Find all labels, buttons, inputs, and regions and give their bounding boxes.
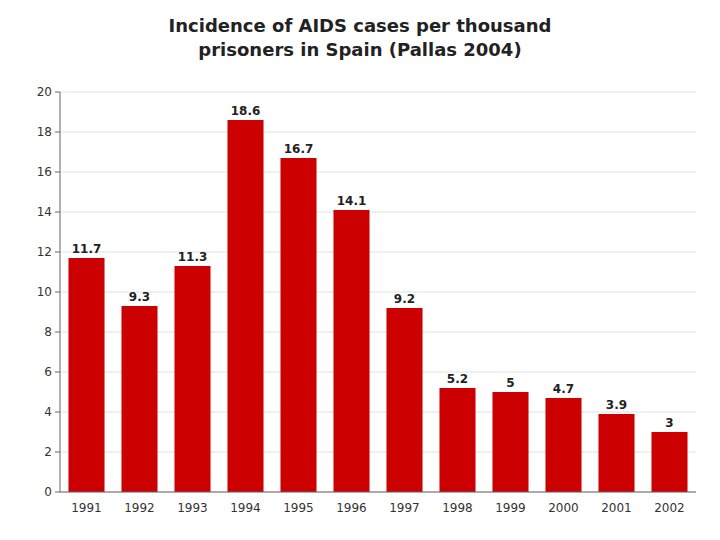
data-label: 14.1 — [337, 194, 367, 208]
bar — [227, 120, 263, 492]
data-label: 11.7 — [72, 242, 102, 256]
x-tick-label: 1991 — [71, 501, 102, 515]
bar — [545, 398, 581, 492]
bar — [68, 258, 104, 492]
data-label: 16.7 — [284, 142, 314, 156]
y-tick — [55, 212, 60, 213]
x-tick-label: 1994 — [230, 501, 261, 515]
bar — [333, 210, 369, 492]
bar — [121, 306, 157, 492]
y-tick-label: 6 — [44, 365, 52, 379]
data-label: 18.6 — [231, 104, 261, 118]
y-tick — [55, 132, 60, 133]
x-tick-label: 1999 — [495, 501, 526, 515]
grid-line — [60, 212, 696, 213]
data-label: 3.9 — [606, 398, 627, 412]
x-tick-label: 1996 — [336, 501, 367, 515]
bar — [598, 414, 634, 492]
grid-line — [60, 92, 696, 93]
y-axis: 0 2 4 6 8 10 12 14 16 18 20 — [37, 85, 696, 499]
x-axis-line — [60, 492, 696, 493]
bar — [280, 158, 316, 492]
bar — [439, 388, 475, 492]
y-tick-label: 20 — [37, 85, 52, 99]
y-tick-label: 18 — [37, 125, 52, 139]
y-tick-label: 12 — [37, 245, 52, 259]
y-tick-label: 14 — [37, 205, 52, 219]
x-tick-label: 1995 — [283, 501, 314, 515]
y-tick-label: 0 — [44, 485, 52, 499]
grid-line — [60, 172, 696, 173]
x-axis: 1991 1992 1993 1994 1995 1996 1997 1998 1999 2000… — [71, 501, 685, 515]
x-tick-label: 1993 — [177, 501, 208, 515]
data-label: 4.7 — [553, 382, 574, 396]
grid-line — [60, 252, 696, 253]
grid-line — [60, 492, 696, 493]
y-tick — [55, 92, 60, 93]
y-tick — [55, 492, 60, 493]
y-tick-label: 4 — [44, 405, 52, 419]
y-tick — [55, 372, 60, 373]
data-label: 9.2 — [394, 292, 415, 306]
chart: Incidence of AIDS cases per thousand pris… — [0, 0, 720, 540]
y-tick-label: 2 — [44, 445, 52, 459]
y-axis-line — [60, 92, 61, 492]
bar — [174, 266, 210, 492]
y-tick — [55, 412, 60, 413]
data-labels: 11.7 9.3 11.3 18.6 16.7 14.1 9.2 5.2 5 4.7 3.9 3 — [72, 104, 674, 430]
y-tick-label: 16 — [37, 165, 52, 179]
bar — [492, 392, 528, 492]
subtitle: prisoners in Spain (Pallas 2004) — [198, 39, 521, 60]
x-tick-label: 1998 — [442, 501, 473, 515]
y-tick — [55, 172, 60, 173]
y-tick — [55, 332, 60, 333]
x-tick-label: 1992 — [124, 501, 155, 515]
y-tick-label: 8 — [44, 325, 52, 339]
chart-container: Incidence of AIDS cases per thousand pris… — [0, 0, 720, 540]
y-tick — [55, 252, 60, 253]
data-label: 5 — [506, 376, 514, 390]
grid-line — [60, 292, 696, 293]
title: Incidence of AIDS cases per thousand — [169, 15, 552, 36]
grid-line — [60, 132, 696, 133]
y-tick-label: 10 — [37, 285, 52, 299]
y-tick — [55, 452, 60, 453]
data-label: 9.3 — [129, 290, 150, 304]
x-tick-label: 2001 — [601, 501, 632, 515]
x-tick-label: 2002 — [654, 501, 685, 515]
bar — [386, 308, 422, 492]
x-tick-label: 1997 — [389, 501, 420, 515]
data-label: 11.3 — [178, 250, 208, 264]
x-tick-label: 2000 — [548, 501, 579, 515]
data-label: 3 — [665, 416, 673, 430]
y-tick — [55, 292, 60, 293]
bars — [68, 120, 687, 492]
bar — [651, 432, 687, 492]
data-label: 5.2 — [447, 372, 468, 386]
